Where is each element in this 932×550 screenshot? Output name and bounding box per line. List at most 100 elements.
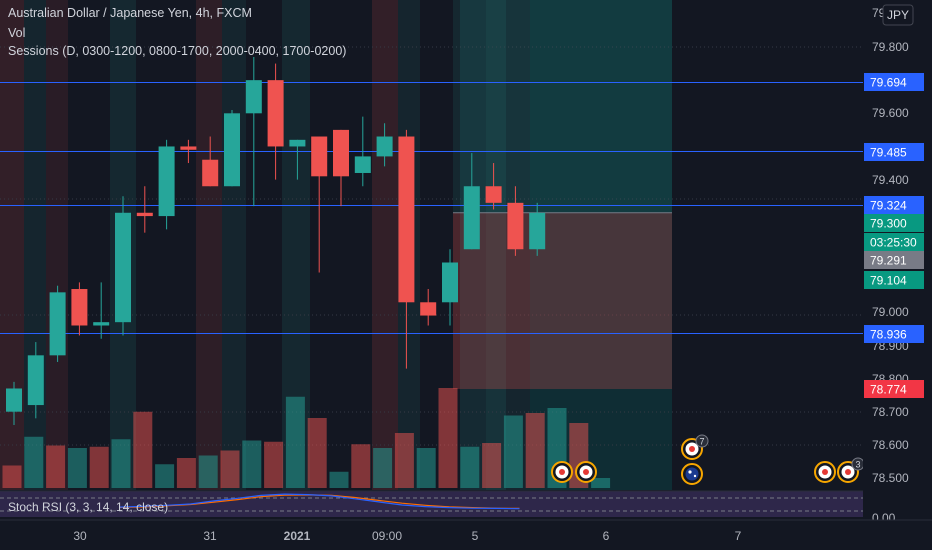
volume-bar xyxy=(525,413,545,488)
price-badge-bg xyxy=(864,233,924,251)
candle[interactable] xyxy=(398,129,415,369)
event-icon-japan[interactable] xyxy=(551,461,573,483)
price-badge-label: 79.291 xyxy=(870,254,907,268)
event-icon-japan[interactable] xyxy=(575,461,597,483)
candle[interactable] xyxy=(136,186,153,233)
candle-body xyxy=(311,136,328,177)
volume-bar xyxy=(307,418,327,488)
price-tick-label: 79.400 xyxy=(872,173,909,187)
event-icon-japan[interactable]: 3 xyxy=(837,457,865,483)
candle[interactable] xyxy=(289,139,306,180)
price-tick-label: 79.800 xyxy=(872,40,909,54)
price-tick-label: 79 xyxy=(872,6,886,20)
candle[interactable] xyxy=(202,136,219,187)
currency-button[interactable]: JPY xyxy=(882,4,914,26)
volume-bar xyxy=(438,388,458,488)
session-band xyxy=(0,0,24,490)
candle-body xyxy=(485,186,502,203)
candle-body xyxy=(6,388,22,412)
candle[interactable] xyxy=(376,123,393,167)
volume-bar xyxy=(285,396,305,488)
volume-bar xyxy=(460,446,480,488)
candle-body xyxy=(115,212,131,323)
profit-target-zone[interactable] xyxy=(453,0,672,213)
volume-bar xyxy=(394,433,414,488)
price-badge-entry[interactable]: 79.104 xyxy=(864,271,924,289)
price-badge-hline[interactable]: 78.936 xyxy=(864,325,924,343)
price-badge-label: 79.485 xyxy=(870,146,907,160)
price-badge-hline[interactable]: 79.324 xyxy=(864,196,924,214)
candle[interactable] xyxy=(529,202,546,256)
price-badge-bg xyxy=(864,271,924,289)
volume-bar xyxy=(133,411,153,488)
flag-star xyxy=(688,470,692,474)
price-tick-label: 79.000 xyxy=(872,305,909,319)
event-icon-japan[interactable]: 7 xyxy=(681,434,709,460)
candle[interactable] xyxy=(311,136,328,273)
price-tick-label: 78.700 xyxy=(872,405,909,419)
candle-body xyxy=(267,80,284,147)
flag-icon-dot xyxy=(822,469,828,475)
symbol-legend[interactable]: Australian Dollar / Japanese Yen, 4h, FX… xyxy=(8,6,252,20)
stoch-k-line xyxy=(119,493,520,510)
price-badge-label: 78.936 xyxy=(870,328,907,342)
candle[interactable] xyxy=(354,116,371,187)
candle-body xyxy=(202,159,219,187)
stop-loss-zone[interactable] xyxy=(453,212,672,389)
candle[interactable] xyxy=(485,163,502,210)
sessions-legend[interactable]: Sessions (D, 0300-1200, 0800-1700, 2000-… xyxy=(8,44,347,58)
candle-body xyxy=(93,322,110,326)
price-badge-label: 03:25:30 xyxy=(870,236,917,250)
stoch-rsi-pane[interactable] xyxy=(0,491,863,517)
price-badge-bg xyxy=(864,73,924,91)
price-badge-countdown[interactable]: 03:25:30 xyxy=(864,233,924,251)
candle[interactable] xyxy=(420,289,437,326)
candle[interactable] xyxy=(442,249,458,326)
price-badge-target[interactable]: 79.300 xyxy=(864,214,924,232)
time-tick-label: 09:00 xyxy=(372,529,402,543)
candle[interactable] xyxy=(49,285,66,362)
candle[interactable] xyxy=(71,282,88,336)
volume-bar xyxy=(2,465,22,488)
candle[interactable] xyxy=(180,139,197,164)
stoch-rsi-legend[interactable]: Stoch RSI (3, 3, 14, 14, close) xyxy=(8,500,168,514)
price-tick-label: 78.500 xyxy=(872,471,909,485)
count-badge-text: 3 xyxy=(855,460,860,470)
event-icon-japan[interactable] xyxy=(814,461,836,483)
candle[interactable] xyxy=(463,153,480,250)
australia-flag-icon xyxy=(685,467,699,481)
candle[interactable] xyxy=(115,196,131,336)
candle-body xyxy=(71,289,88,326)
price-badge-hline[interactable]: 79.694 xyxy=(864,73,924,91)
time-tick-label: 2021 xyxy=(284,529,311,543)
volume-bar xyxy=(242,440,262,488)
time-axis[interactable] xyxy=(0,520,932,550)
count-badge-text: 7 xyxy=(699,437,704,447)
session-band xyxy=(24,0,46,490)
candle[interactable] xyxy=(333,129,349,207)
candle[interactable] xyxy=(158,139,175,230)
candle[interactable] xyxy=(6,381,22,425)
price-badge-hline[interactable]: 79.485 xyxy=(864,143,924,161)
candle-body xyxy=(507,202,524,250)
candle[interactable] xyxy=(27,342,44,419)
candle-body xyxy=(529,212,546,250)
session-band xyxy=(222,0,246,490)
price-badge-stop[interactable]: 78.774 xyxy=(864,380,924,398)
volume-bar xyxy=(111,439,131,488)
event-icon-australia[interactable] xyxy=(681,463,703,485)
candle[interactable] xyxy=(93,282,110,339)
candle-body xyxy=(333,129,349,177)
volume-legend[interactable]: Vol xyxy=(8,26,26,40)
candle-body xyxy=(224,113,240,187)
volume-bar xyxy=(482,443,502,488)
candle[interactable] xyxy=(224,109,240,187)
count-badge xyxy=(695,434,709,448)
candle[interactable] xyxy=(267,63,284,180)
volume-bar xyxy=(591,478,611,488)
candle-body xyxy=(354,156,371,173)
candle[interactable] xyxy=(507,186,524,256)
candle[interactable] xyxy=(245,56,262,207)
price-badge-price[interactable]: 79.291 xyxy=(864,251,924,269)
